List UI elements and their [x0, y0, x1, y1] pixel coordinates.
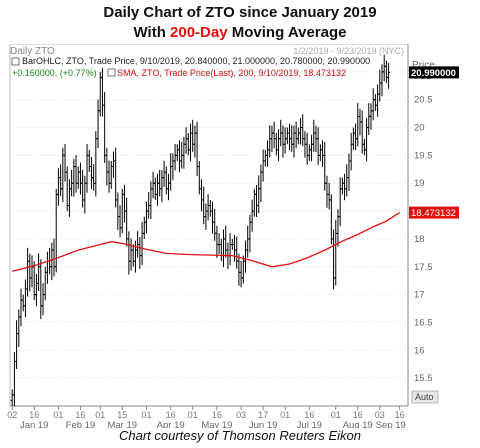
y-tick-label: 17 [414, 290, 425, 301]
x-day-label: 03 [375, 410, 385, 420]
y-tick-label: 18 [414, 234, 425, 245]
last-price-box [409, 66, 459, 79]
x-day-label: 01 [141, 410, 151, 420]
x-month-label: Mar 19 [107, 420, 137, 428]
x-day-label: 16 [212, 410, 222, 420]
y-tick-label: 16 [414, 345, 425, 356]
x-day-label: 17 [258, 410, 268, 420]
auto-scale-label: Auto [415, 392, 434, 402]
chart-caption: Chart courtesy of Thomson Reuters Eikon [118, 428, 362, 443]
chart-background [0, 44, 480, 428]
price-axis-title: Price [412, 60, 435, 71]
x-day-label: 01 [331, 410, 341, 420]
subtitle-post: Moving Average [227, 24, 347, 41]
symbol-label: Daily ZTO [10, 46, 55, 57]
x-month-label: Jun 19 [249, 420, 278, 428]
y-tick-label: 16.5 [414, 317, 433, 328]
y-tick-label: 20.5 [414, 95, 433, 106]
y-tick-label: 15.5 [414, 373, 433, 384]
x-day-label: 01 [188, 410, 198, 420]
x-day-label: 01 [280, 410, 290, 420]
x-day-label: 16 [75, 410, 85, 420]
sma-line [12, 212, 400, 272]
y-tick-label: 20 [414, 123, 425, 134]
sma-legend-icon [107, 68, 116, 77]
x-day-label: 15 [117, 410, 127, 420]
change-text: +0.160000, (+0.77%) [12, 68, 97, 78]
x-month-label: Aug 19 [343, 420, 373, 428]
y-tick-label: 17.5 [414, 262, 433, 273]
x-day-label: 16 [304, 410, 314, 420]
x-day-label: 16 [29, 410, 39, 420]
chart-subtitle: With 200-Day Moving Average [0, 24, 480, 41]
y-tick-label: 19.5 [414, 150, 433, 161]
ohlc-bars [10, 54, 391, 407]
ohlc-legend: BarOHLC, ZTO, Trade Price, 9/10/2019, 20… [22, 56, 370, 66]
x-day-label: 16 [395, 410, 405, 420]
auto-scale-button[interactable] [411, 390, 439, 404]
x-month-label: Jul 19 [297, 420, 322, 428]
last-price-label: 20.990000 [411, 68, 456, 79]
x-day-label: 02 [7, 410, 17, 420]
subtitle-pre: With [133, 24, 171, 41]
x-day-label: 01 [95, 410, 105, 420]
x-day-label: 16 [166, 410, 176, 420]
date-range-label: 1/2/2019 - 9/23/2019 (NYC) [293, 46, 404, 56]
grid [10, 71, 408, 379]
x-month-label: May 19 [201, 420, 232, 428]
x-day-label: 03 [236, 410, 246, 420]
chart-title: Daily Chart of ZTO since January 2019 [103, 4, 377, 21]
subtitle-highlight: 200-Day [170, 24, 228, 41]
sma-legend: SMA, ZTO, Trade Price(Last), 200, 9/10/2… [117, 68, 346, 78]
x-day-label: 01 [53, 410, 63, 420]
ohlc-bar [387, 62, 391, 89]
sma-price-box [409, 206, 459, 219]
ohlc-legend-icon [11, 57, 20, 66]
x-month-label: Jan 19 [20, 420, 49, 428]
x-month-label: Apr 19 [157, 420, 185, 428]
x-month-label: Sep 19 [376, 420, 406, 428]
x-month-label: Feb 19 [66, 420, 96, 428]
sma-price-label: 18.473132 [411, 208, 456, 219]
x-day-label: 16 [353, 410, 363, 420]
x-tick-labels: 02 16 01 16 01 15 01 16 01 16 03 17 01 16 01 16 03 16Jan … [7, 406, 406, 428]
y-tick-label: 19 [414, 178, 425, 189]
